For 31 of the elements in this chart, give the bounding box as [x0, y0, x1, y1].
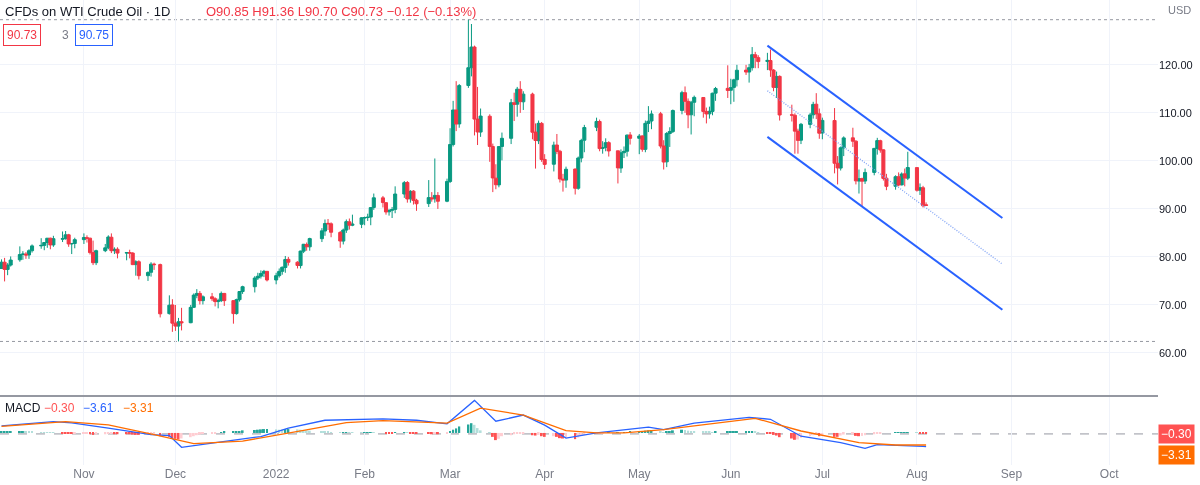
x-tick-label: Jul — [814, 467, 831, 481]
annotation: −0.30 — [44, 401, 75, 415]
x-tick-label: Mar — [439, 467, 461, 481]
annotation: 90.75 — [79, 28, 110, 42]
x-tick-label: Feb — [354, 467, 376, 481]
y-tick-label: 120.00 — [1159, 58, 1193, 71]
x-tick-label: 2022 — [262, 467, 290, 481]
y-tick-label: 90.00 — [1159, 202, 1187, 215]
x-tick-label: Jun — [721, 467, 741, 481]
annotation: O90.85 H91.36 L90.70 C90.73 −0.12 (−0.13%) — [206, 4, 477, 19]
x-tick-label: May — [627, 467, 651, 481]
y-tick-label: 100.00 — [1159, 154, 1193, 167]
x-tick-label: Aug — [906, 467, 928, 481]
y-tick-label: 60.00 — [1159, 346, 1187, 359]
text: −3.31 — [1161, 448, 1192, 462]
text: USD — [1168, 4, 1192, 16]
x-tick-label: Apr — [535, 467, 555, 481]
annotation: 3 — [62, 28, 69, 42]
annotation: 90.73 — [7, 28, 38, 42]
ref-line-label: −0.30 — [1161, 427, 1192, 441]
chart-title: CFDs on WTI Crude Oil · 1D — [5, 4, 171, 19]
y-tick-label: 70.00 — [1159, 298, 1187, 311]
annotation: −3.31 — [123, 401, 154, 415]
y-tick-label: 80.00 — [1159, 250, 1187, 263]
x-tick-label: Dec — [164, 467, 187, 481]
x-tick-label: Oct — [1099, 467, 1120, 481]
x-tick-label: Sep — [1000, 467, 1023, 481]
y-tick-label: 110.00 — [1159, 106, 1192, 119]
annotation: −3.61 — [83, 401, 114, 415]
chart-title: MACD — [5, 401, 41, 415]
x-tick-label: Nov — [73, 467, 95, 481]
